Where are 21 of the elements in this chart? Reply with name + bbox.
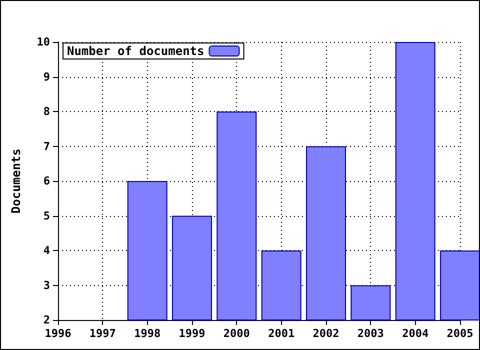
y-tick-label: 2 bbox=[43, 314, 50, 326]
y-tick-label: 10 bbox=[36, 36, 50, 48]
y-tick-label: 3 bbox=[43, 278, 50, 292]
x-tick-label: 2003 bbox=[357, 327, 384, 340]
legend-label: Number of documents bbox=[66, 44, 204, 58]
y-tick-label: 8 bbox=[43, 105, 50, 118]
y-tick-label: 7 bbox=[43, 140, 50, 153]
x-tick-label: 1997 bbox=[89, 327, 116, 340]
y-tick-label: 6 bbox=[43, 174, 50, 188]
x-tick-label: 2005 bbox=[446, 327, 474, 340]
x-tick-label: 1998 bbox=[134, 327, 161, 340]
x-tick-label: 2004 bbox=[402, 327, 429, 340]
x-tick-label: 1996 bbox=[44, 327, 72, 340]
y-tick-label: 5 bbox=[43, 209, 50, 222]
y-axis-title: Documents bbox=[9, 148, 23, 214]
y-tick-label: 4 bbox=[43, 244, 50, 257]
x-tick-label: 2002 bbox=[312, 327, 340, 340]
x-tick-label: 2000 bbox=[223, 327, 250, 340]
x-tick-label: 2001 bbox=[268, 327, 295, 340]
x-tick-label: 1999 bbox=[178, 327, 206, 340]
y-tick-label: 9 bbox=[43, 70, 50, 84]
